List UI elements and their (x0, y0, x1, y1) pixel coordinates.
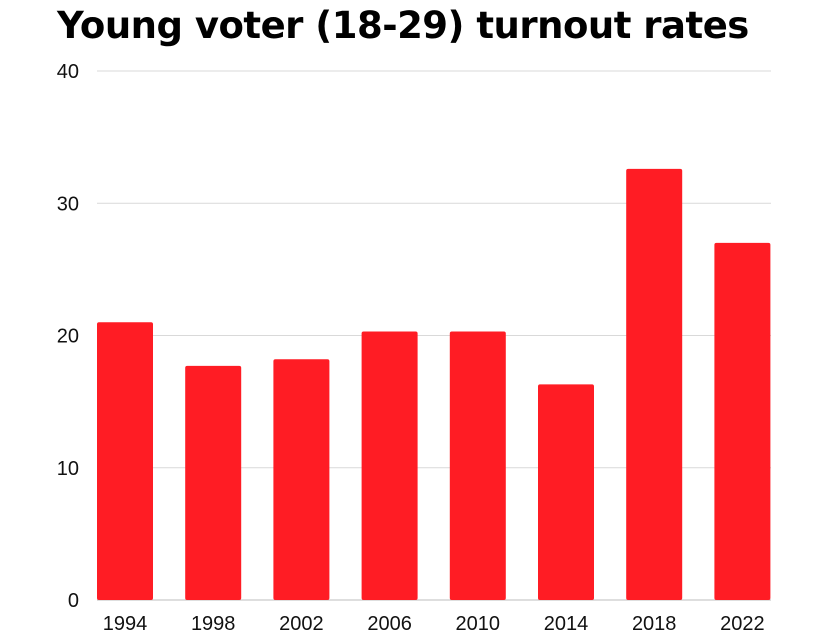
x-tick-label: 2006 (367, 613, 412, 635)
x-tick-label: 2018 (632, 613, 677, 635)
x-tick-label: 2002 (279, 613, 324, 635)
x-tick-label: 2022 (720, 613, 765, 635)
bar-2006 (361, 331, 418, 600)
bar-2018 (626, 168, 683, 601)
y-tick-label: 40 (57, 61, 79, 83)
y-tick-label: 20 (57, 326, 79, 348)
y-tick-label: 0 (68, 590, 79, 612)
bar-2002 (273, 359, 330, 600)
bar-1994 (97, 322, 153, 600)
x-tick-label: 2014 (544, 613, 589, 635)
bar-1998 (185, 365, 242, 600)
y-tick-label: 10 (57, 458, 79, 480)
x-tick-label: 1998 (191, 613, 236, 635)
bars (97, 168, 771, 601)
x-tick-label: 1994 (103, 613, 148, 635)
bar-2010 (449, 331, 506, 600)
bar-2022 (714, 242, 771, 601)
y-tick-label: 30 (57, 193, 79, 215)
chart-title: Young voter (18-29) turnout rates (57, 4, 749, 47)
y-axis-tick-labels: 0 10 20 30 40 (57, 61, 79, 612)
bar-2014 (538, 384, 594, 600)
x-tick-label: 2010 (456, 613, 501, 635)
x-axis-category-labels: 1994 1998 2002 2006 2010 2014 2018 2022 (103, 613, 765, 635)
